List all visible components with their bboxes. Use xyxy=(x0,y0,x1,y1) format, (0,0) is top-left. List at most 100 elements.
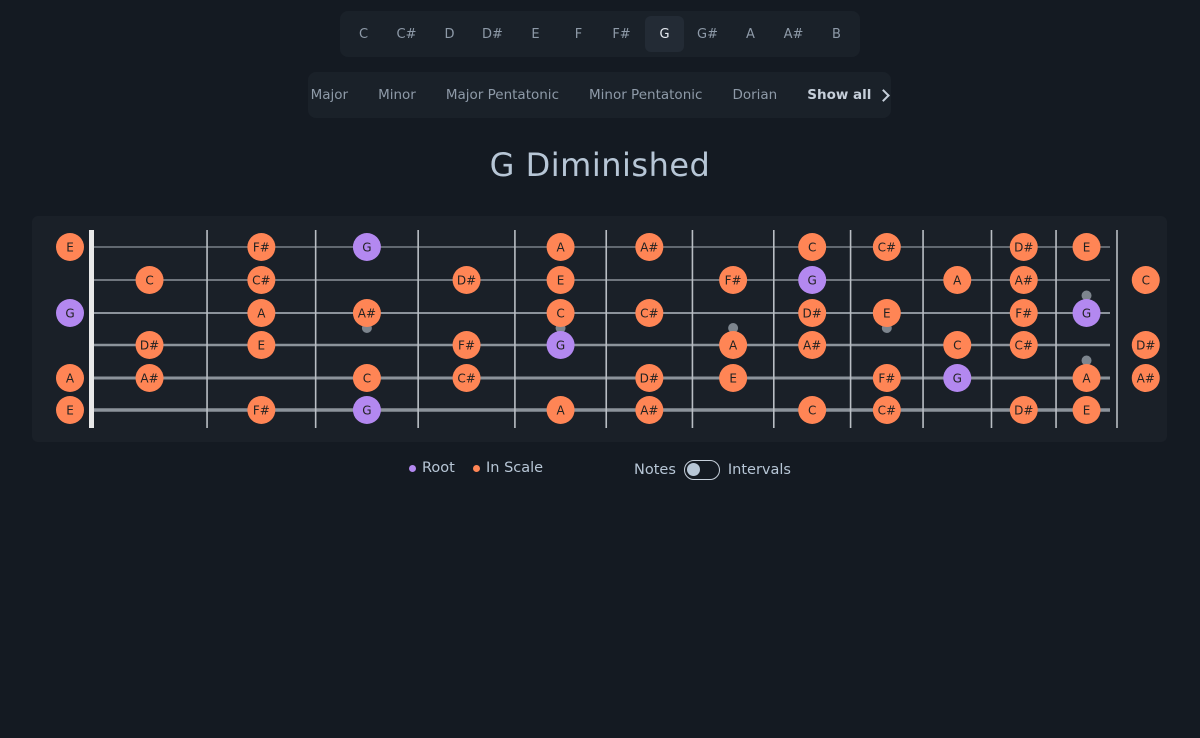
note-label: F# xyxy=(458,338,475,352)
root-note-marker[interactable]: G xyxy=(798,266,827,294)
scale-note-marker[interactable]: F# xyxy=(872,364,901,392)
scale-note-marker[interactable]: F# xyxy=(719,266,748,294)
scale-note-marker[interactable]: D# xyxy=(635,364,664,392)
scale-button-major-pentatonic[interactable]: Major Pentatonic xyxy=(445,87,559,103)
scale-note-marker[interactable]: A# xyxy=(798,331,827,359)
scale-note-marker[interactable]: A xyxy=(546,233,575,261)
scale-note-marker[interactable]: A# xyxy=(1009,266,1038,294)
scale-note-marker[interactable]: F# xyxy=(247,396,276,424)
note-circle xyxy=(135,266,164,294)
scale-button-major[interactable]: Major xyxy=(310,87,349,103)
scale-note-marker[interactable]: C xyxy=(546,299,575,327)
scale-note-marker[interactable]: E xyxy=(247,331,276,359)
scale-button-minor[interactable]: Minor xyxy=(378,87,416,103)
key-button-c[interactable]: C xyxy=(358,26,369,42)
scale-note-marker[interactable]: A# xyxy=(352,299,381,327)
scale-button-minor-pentatonic[interactable]: Minor Pentatonic xyxy=(589,87,703,103)
key-button-f-sharp[interactable]: F# xyxy=(612,26,631,42)
fretboard: E F# G A A# C C# D# E F# G A A# C C C# D# E F# G A A# C C# D# E F#… xyxy=(56,230,1160,428)
scale-note-marker[interactable]: D# xyxy=(135,331,164,359)
key-button-c-sharp[interactable]: C# xyxy=(396,26,417,42)
scale-note-marker[interactable]: E xyxy=(56,233,84,261)
scale-button-dorian[interactable]: Dorian xyxy=(732,87,778,103)
scale-note-marker[interactable]: E xyxy=(1072,233,1101,261)
scale-note-marker[interactable]: A xyxy=(719,331,748,359)
scale-note-marker[interactable]: C# xyxy=(1009,331,1038,359)
note-circle xyxy=(135,331,164,359)
key-button-g-sharp[interactable]: G# xyxy=(697,26,718,42)
scale-note-marker[interactable]: A# xyxy=(1131,364,1160,392)
key-button-f[interactable]: F xyxy=(574,26,583,42)
root-note-marker[interactable]: G xyxy=(352,396,381,424)
scale-note-marker[interactable]: C# xyxy=(247,266,276,294)
scale-note-marker[interactable]: A xyxy=(1072,364,1101,392)
root-note-marker[interactable]: G xyxy=(1072,299,1101,327)
note-circle xyxy=(719,266,748,294)
scale-note-marker[interactable]: D# xyxy=(1009,396,1038,424)
note-circle xyxy=(546,396,575,424)
fretboard-panel: E F# G A A# C C# D# E F# G A A# C C C# D# E F# G A A# C C# D# E F#… xyxy=(32,216,1167,442)
show-all-button[interactable]: Show all xyxy=(807,87,891,103)
note-label: A xyxy=(66,371,75,385)
key-button-g[interactable]: G xyxy=(645,16,684,52)
scale-note-marker[interactable]: E xyxy=(56,396,84,424)
chevron-right-icon xyxy=(877,88,891,102)
key-button-a[interactable]: A xyxy=(746,26,755,42)
note-circle xyxy=(719,364,748,392)
scale-note-marker[interactable]: E xyxy=(1072,396,1101,424)
note-circle xyxy=(798,331,827,359)
root-note-marker[interactable]: G xyxy=(943,364,972,392)
note-circle xyxy=(452,266,481,294)
scale-note-marker[interactable]: E xyxy=(872,299,901,327)
scale-note-marker[interactable]: C xyxy=(135,266,164,294)
scale-note-marker[interactable]: C# xyxy=(452,364,481,392)
scale-note-marker[interactable]: E xyxy=(546,266,575,294)
scale-note-marker[interactable]: C# xyxy=(872,396,901,424)
key-button-b[interactable]: B xyxy=(832,26,841,42)
scale-note-marker[interactable]: D# xyxy=(798,299,827,327)
key-button-a-sharp[interactable]: A# xyxy=(783,26,804,42)
note-label: F# xyxy=(253,403,270,417)
scale-note-marker[interactable]: F# xyxy=(1009,299,1038,327)
root-note-marker[interactable]: G xyxy=(546,331,575,359)
root-note-marker[interactable]: G xyxy=(56,299,84,327)
scale-note-marker[interactable]: D# xyxy=(1131,331,1160,359)
scale-note-marker[interactable]: C xyxy=(798,396,827,424)
scale-note-marker[interactable]: C xyxy=(943,331,972,359)
key-button-d[interactable]: D xyxy=(444,26,455,42)
scale-note-marker[interactable]: C xyxy=(352,364,381,392)
scale-note-marker[interactable]: A xyxy=(546,396,575,424)
scale-note-marker[interactable]: D# xyxy=(1009,233,1038,261)
note-circle xyxy=(247,396,276,424)
note-circle xyxy=(1072,396,1101,424)
scale-note-marker[interactable]: C# xyxy=(635,299,664,327)
note-circle xyxy=(546,233,575,261)
note-label: A# xyxy=(1015,273,1033,287)
page-title: G Diminished xyxy=(489,146,711,184)
scale-note-marker[interactable]: C# xyxy=(872,233,901,261)
scale-note-marker[interactable]: A# xyxy=(635,233,664,261)
note-label: F# xyxy=(878,371,895,385)
scale-note-marker[interactable]: C xyxy=(1131,266,1160,294)
scale-note-marker[interactable]: A xyxy=(247,299,276,327)
scale-note-marker[interactable]: A# xyxy=(635,396,664,424)
scale-note-marker[interactable]: A xyxy=(56,364,84,392)
note-label: F# xyxy=(253,240,270,254)
note-label: E xyxy=(883,306,891,320)
note-label: D# xyxy=(457,273,476,287)
notes-intervals-toggle[interactable] xyxy=(683,460,720,480)
scale-note-marker[interactable]: D# xyxy=(452,266,481,294)
scale-selector: Major Minor Major Pentatonic Minor Pentaton… xyxy=(308,72,891,118)
scale-note-marker[interactable]: F# xyxy=(452,331,481,359)
scale-note-marker[interactable]: E xyxy=(719,364,748,392)
key-button-e[interactable]: E xyxy=(531,26,540,42)
scale-note-marker[interactable]: F# xyxy=(247,233,276,261)
scale-note-marker[interactable]: A# xyxy=(135,364,164,392)
note-label: C xyxy=(363,371,371,385)
key-button-d-sharp[interactable]: D# xyxy=(482,26,503,42)
scale-note-marker[interactable]: A xyxy=(943,266,972,294)
root-note-marker[interactable]: G xyxy=(352,233,381,261)
scale-note-marker[interactable]: C xyxy=(798,233,827,261)
note-label: G xyxy=(953,371,962,385)
note-circle xyxy=(635,396,664,424)
